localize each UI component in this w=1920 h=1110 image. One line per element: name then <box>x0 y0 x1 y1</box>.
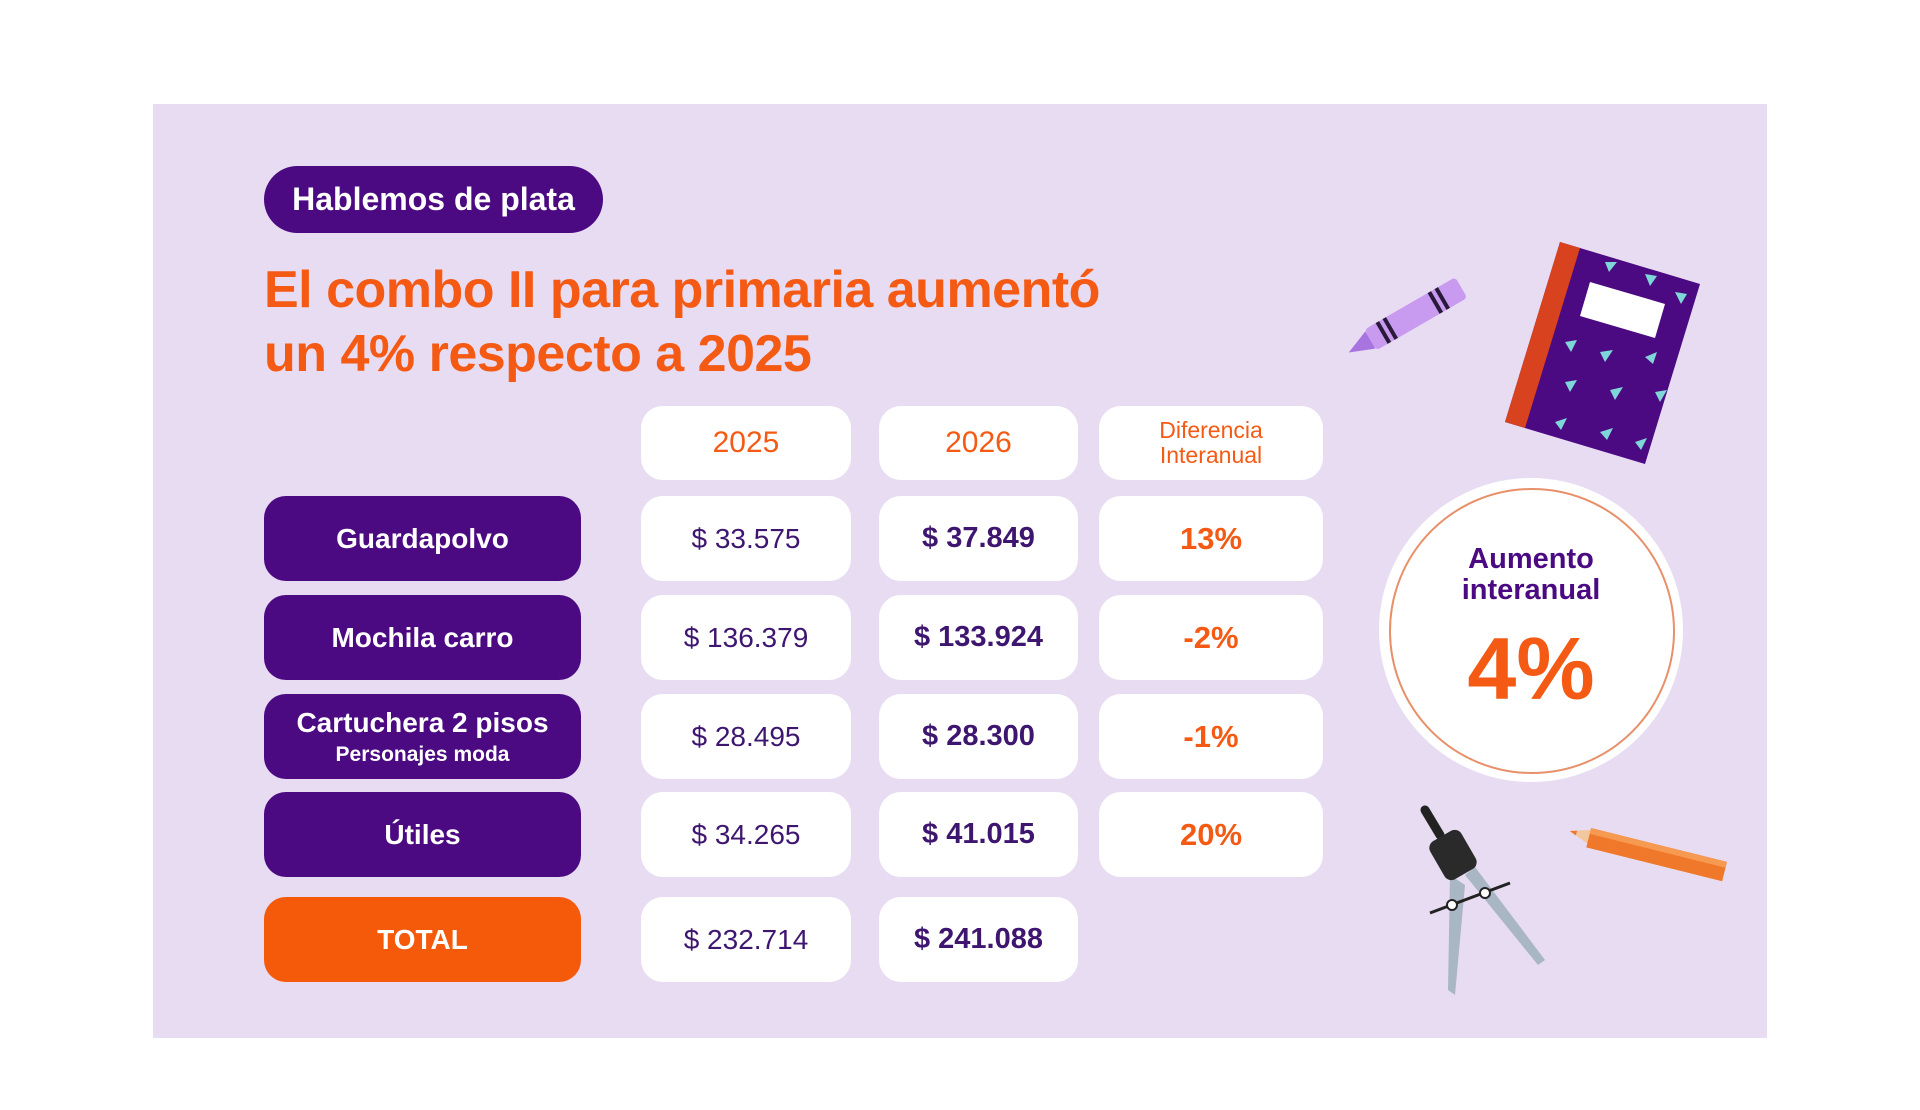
value-diff: -2% <box>1099 595 1323 680</box>
header-2025: 2025 <box>641 406 851 480</box>
row-label-utiles: Útiles <box>264 792 581 877</box>
value-2026: $ 28.300 <box>879 694 1078 779</box>
summary-label: Aumento interanual <box>1461 543 1601 606</box>
pencil-icon <box>1569 828 1727 882</box>
value-2026: $ 133.924 <box>879 595 1078 680</box>
row-label-text: TOTAL <box>377 923 468 955</box>
row-label-cartuchera: Cartuchera 2 pisos Personajes moda <box>264 694 581 779</box>
row-label-text: Cartuchera 2 pisos <box>296 706 549 738</box>
value-2026: $ 37.849 <box>879 496 1078 581</box>
header-2026: 2026 <box>879 406 1078 480</box>
row-label-text: Guardapolvo <box>336 522 509 554</box>
value-2025: $ 33.575 <box>641 496 851 581</box>
headline-line-2: un 4% respecto a 2025 <box>264 325 812 383</box>
headline-line-1: El combo II para primaria aumentó <box>264 261 1100 319</box>
row-label-text: Útiles <box>384 818 461 850</box>
crayon-icon <box>1348 278 1466 353</box>
total-2025: $ 232.714 <box>641 897 851 982</box>
value-diff: 20% <box>1099 792 1323 877</box>
notebook-icon <box>1505 242 1700 464</box>
headline: El combo II para primaria aumentó un 4% … <box>264 258 1224 386</box>
header-diferencia: Diferencia Interanual <box>1099 406 1323 480</box>
value-2025: $ 34.265 <box>641 792 851 877</box>
section-badge: Hablemos de plata <box>264 166 603 233</box>
total-2026: $ 241.088 <box>879 897 1078 982</box>
value-diff: 13% <box>1099 496 1323 581</box>
summary-ring <box>1389 488 1675 774</box>
row-label-guardapolvo: Guardapolvo <box>264 496 581 581</box>
row-label-total: TOTAL <box>264 897 581 982</box>
value-2026: $ 41.015 <box>879 792 1078 877</box>
value-diff: -1% <box>1099 694 1323 779</box>
summary-circle: Aumento interanual 4% <box>1379 478 1683 782</box>
value-2025: $ 28.495 <box>641 694 851 779</box>
compass-icon <box>1420 805 1545 995</box>
value-2025: $ 136.379 <box>641 595 851 680</box>
row-label-subtext: Personajes moda <box>335 742 510 766</box>
row-label-mochila: Mochila carro <box>264 595 581 680</box>
summary-value: 4% <box>1467 619 1595 718</box>
row-label-text: Mochila carro <box>331 621 514 653</box>
